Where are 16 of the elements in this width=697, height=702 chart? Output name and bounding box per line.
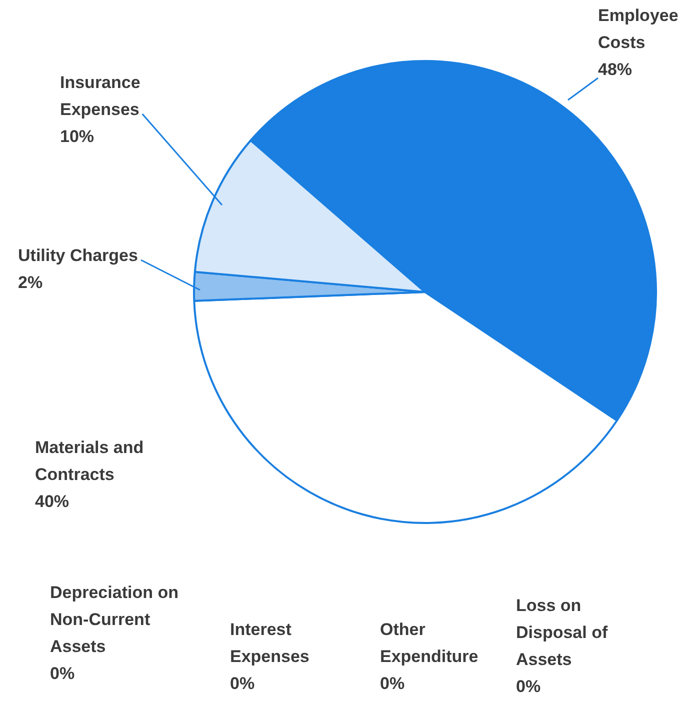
text: 0%: [230, 674, 255, 694]
text: 0%: [50, 664, 75, 684]
category-label: Interest Expenses: [230, 620, 310, 666]
text: 0%: [380, 674, 405, 694]
data-label: 10%: [60, 127, 94, 146]
slice-label: Materials and Contracts: [35, 438, 144, 484]
data-label: 48%: [598, 60, 632, 80]
category-label: Depreciation on Non-Current Assets: [50, 583, 178, 656]
category-label: Other Expenditure: [380, 620, 478, 666]
slice-label: Utility Charges: [18, 246, 138, 266]
slice-label: Insurance Expenses: [60, 73, 140, 120]
data-label: 40%: [35, 492, 70, 512]
data-label: 2%: [18, 273, 43, 292]
category-label: Loss on Disposal of Assets: [516, 596, 608, 670]
slice-label: Employee Costs: [598, 6, 678, 52]
text: 0%: [516, 677, 541, 696]
